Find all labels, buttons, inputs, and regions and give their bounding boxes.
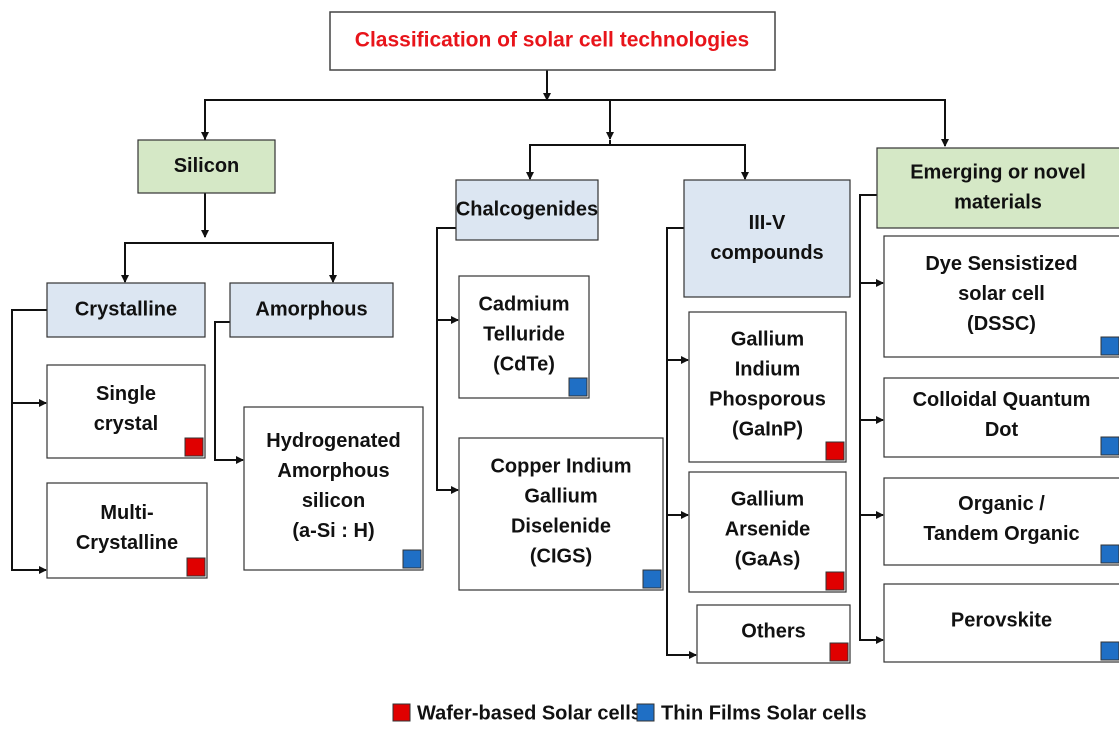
node-label: Others [741, 620, 805, 642]
connector [204, 99, 949, 147]
node-box [696, 604, 851, 664]
type-marker [825, 571, 845, 591]
node-box [458, 275, 590, 399]
node-label: Silicon [174, 155, 240, 177]
node-box [46, 364, 206, 459]
node-label: Dye Sensistized [925, 253, 1077, 275]
node-label: (GaAs) [735, 548, 801, 570]
node-label: Diselenide [511, 515, 611, 537]
node-box [876, 147, 1119, 229]
node-label: Gallium [731, 488, 804, 510]
node-label: Crystalline [76, 532, 178, 554]
connector [436, 227, 459, 494]
node-box [688, 471, 847, 593]
node-box [883, 377, 1119, 458]
node-label: (a-Si : H) [292, 520, 374, 542]
node-box [137, 139, 276, 194]
node-box [455, 179, 599, 241]
type-marker [642, 569, 662, 589]
node-label: (CdTe) [493, 353, 555, 375]
node-label: Organic / [958, 493, 1045, 515]
node-label: Amorphous [255, 298, 367, 320]
node-box [883, 583, 1119, 663]
connector [526, 140, 611, 180]
node-label: Colloidal Quantum [913, 389, 1091, 411]
node-label: compounds [710, 242, 823, 264]
type-marker [1100, 641, 1119, 661]
node-label: Hydrogenated [266, 430, 400, 452]
node-label: Indium [735, 358, 801, 380]
node-label: (GaInP) [732, 418, 803, 440]
type-marker [829, 642, 849, 662]
type-marker [184, 437, 204, 457]
type-marker [402, 549, 422, 569]
node-label: (DSSC) [967, 313, 1036, 335]
node-box [229, 282, 394, 338]
connector [859, 194, 884, 644]
node-label: Telluride [483, 323, 565, 345]
legend-swatch [392, 703, 411, 722]
connector [124, 242, 337, 283]
node-box [688, 311, 847, 463]
type-marker [1100, 436, 1119, 456]
node-label: crystal [94, 413, 159, 435]
node-label: Phosporous [709, 388, 826, 410]
connectors [11, 70, 949, 659]
node-label: Amorphous [277, 460, 389, 482]
node-label: Arsenide [725, 518, 811, 540]
type-marker [1100, 544, 1119, 564]
node-box [683, 179, 851, 298]
type-marker [825, 441, 845, 461]
node-label: Dot [985, 419, 1019, 441]
legend-label: Wafer-based Solar cells [417, 702, 642, 724]
node-box [243, 406, 424, 571]
node-label: solar cell [958, 283, 1045, 305]
node-label: Gallium [524, 485, 597, 507]
type-marker [186, 557, 206, 577]
legend-label: Thin Films Solar cells [661, 702, 867, 724]
node-label: (CIGS) [530, 545, 592, 567]
type-marker [1100, 336, 1119, 356]
connector [214, 321, 244, 464]
title: Classification of solar cell technologie… [355, 29, 749, 52]
node-label: silicon [302, 490, 365, 512]
node-label: III-V [749, 212, 786, 234]
connector [666, 227, 697, 659]
node-box [883, 477, 1119, 566]
connector [610, 144, 749, 180]
node-label: materials [954, 191, 1042, 213]
node-label: Emerging or novel [910, 161, 1086, 183]
title-box [329, 11, 776, 71]
type-marker [568, 377, 588, 397]
node-label: Copper Indium [490, 455, 631, 477]
node-box [883, 235, 1119, 358]
node-label: Tandem Organic [923, 523, 1079, 545]
connector [11, 309, 47, 574]
node-label: Perovskite [951, 609, 1052, 631]
node-box [46, 282, 206, 338]
node-label: Single [96, 383, 156, 405]
node-label: Cadmium [478, 293, 569, 315]
node-label: Multi- [100, 502, 153, 524]
node-box [46, 482, 208, 579]
node-label: Chalcogenides [456, 198, 598, 220]
node-label: Gallium [731, 328, 804, 350]
node-label: Crystalline [75, 298, 177, 320]
legend-swatch [636, 703, 655, 722]
node-box [458, 437, 664, 591]
